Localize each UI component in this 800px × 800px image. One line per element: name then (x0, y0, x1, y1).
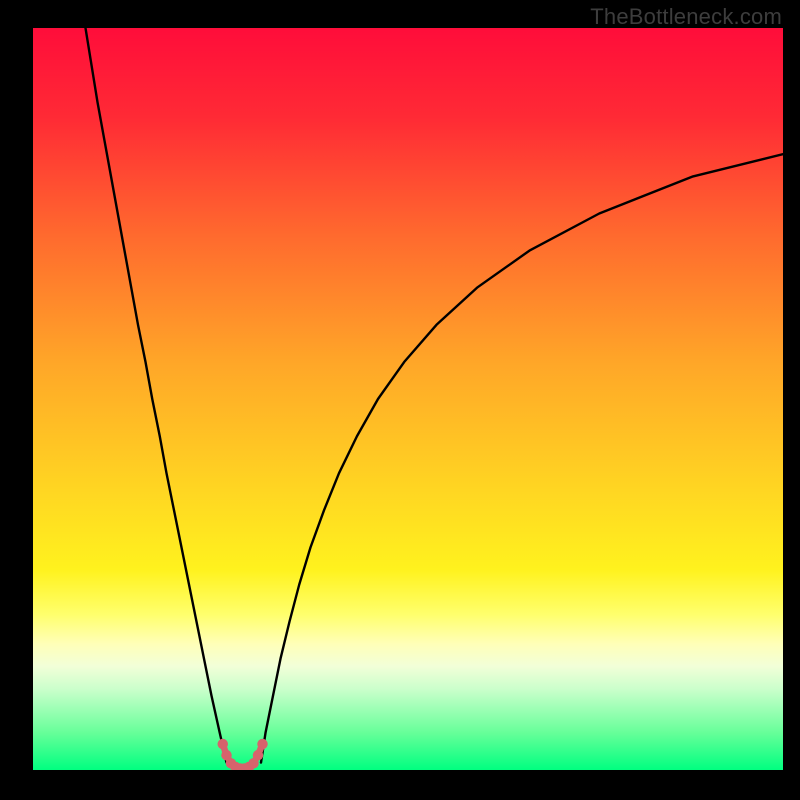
marker-dot (218, 739, 229, 750)
marker-dot (253, 750, 264, 761)
right-curve (261, 154, 783, 762)
plot-frame (33, 28, 783, 770)
marker-curve-group (218, 739, 268, 770)
plot-overlay-svg (33, 28, 783, 770)
watermark-text: TheBottleneck.com (590, 4, 782, 30)
left-curve (86, 28, 227, 763)
marker-dot (257, 739, 268, 750)
